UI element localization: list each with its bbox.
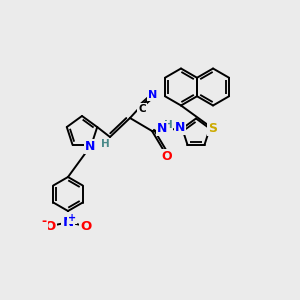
Text: O: O <box>80 220 92 232</box>
Text: O: O <box>162 149 172 163</box>
Text: N: N <box>62 217 74 230</box>
Text: N: N <box>148 90 158 100</box>
Text: -: - <box>41 215 46 229</box>
Text: C: C <box>138 104 146 114</box>
Text: S: S <box>208 122 217 135</box>
Text: H: H <box>164 120 172 130</box>
Text: N: N <box>157 122 167 135</box>
Text: H: H <box>100 139 109 149</box>
Text: N: N <box>175 121 185 134</box>
Text: +: + <box>68 213 76 223</box>
Text: N: N <box>85 140 96 153</box>
Text: O: O <box>44 220 56 232</box>
